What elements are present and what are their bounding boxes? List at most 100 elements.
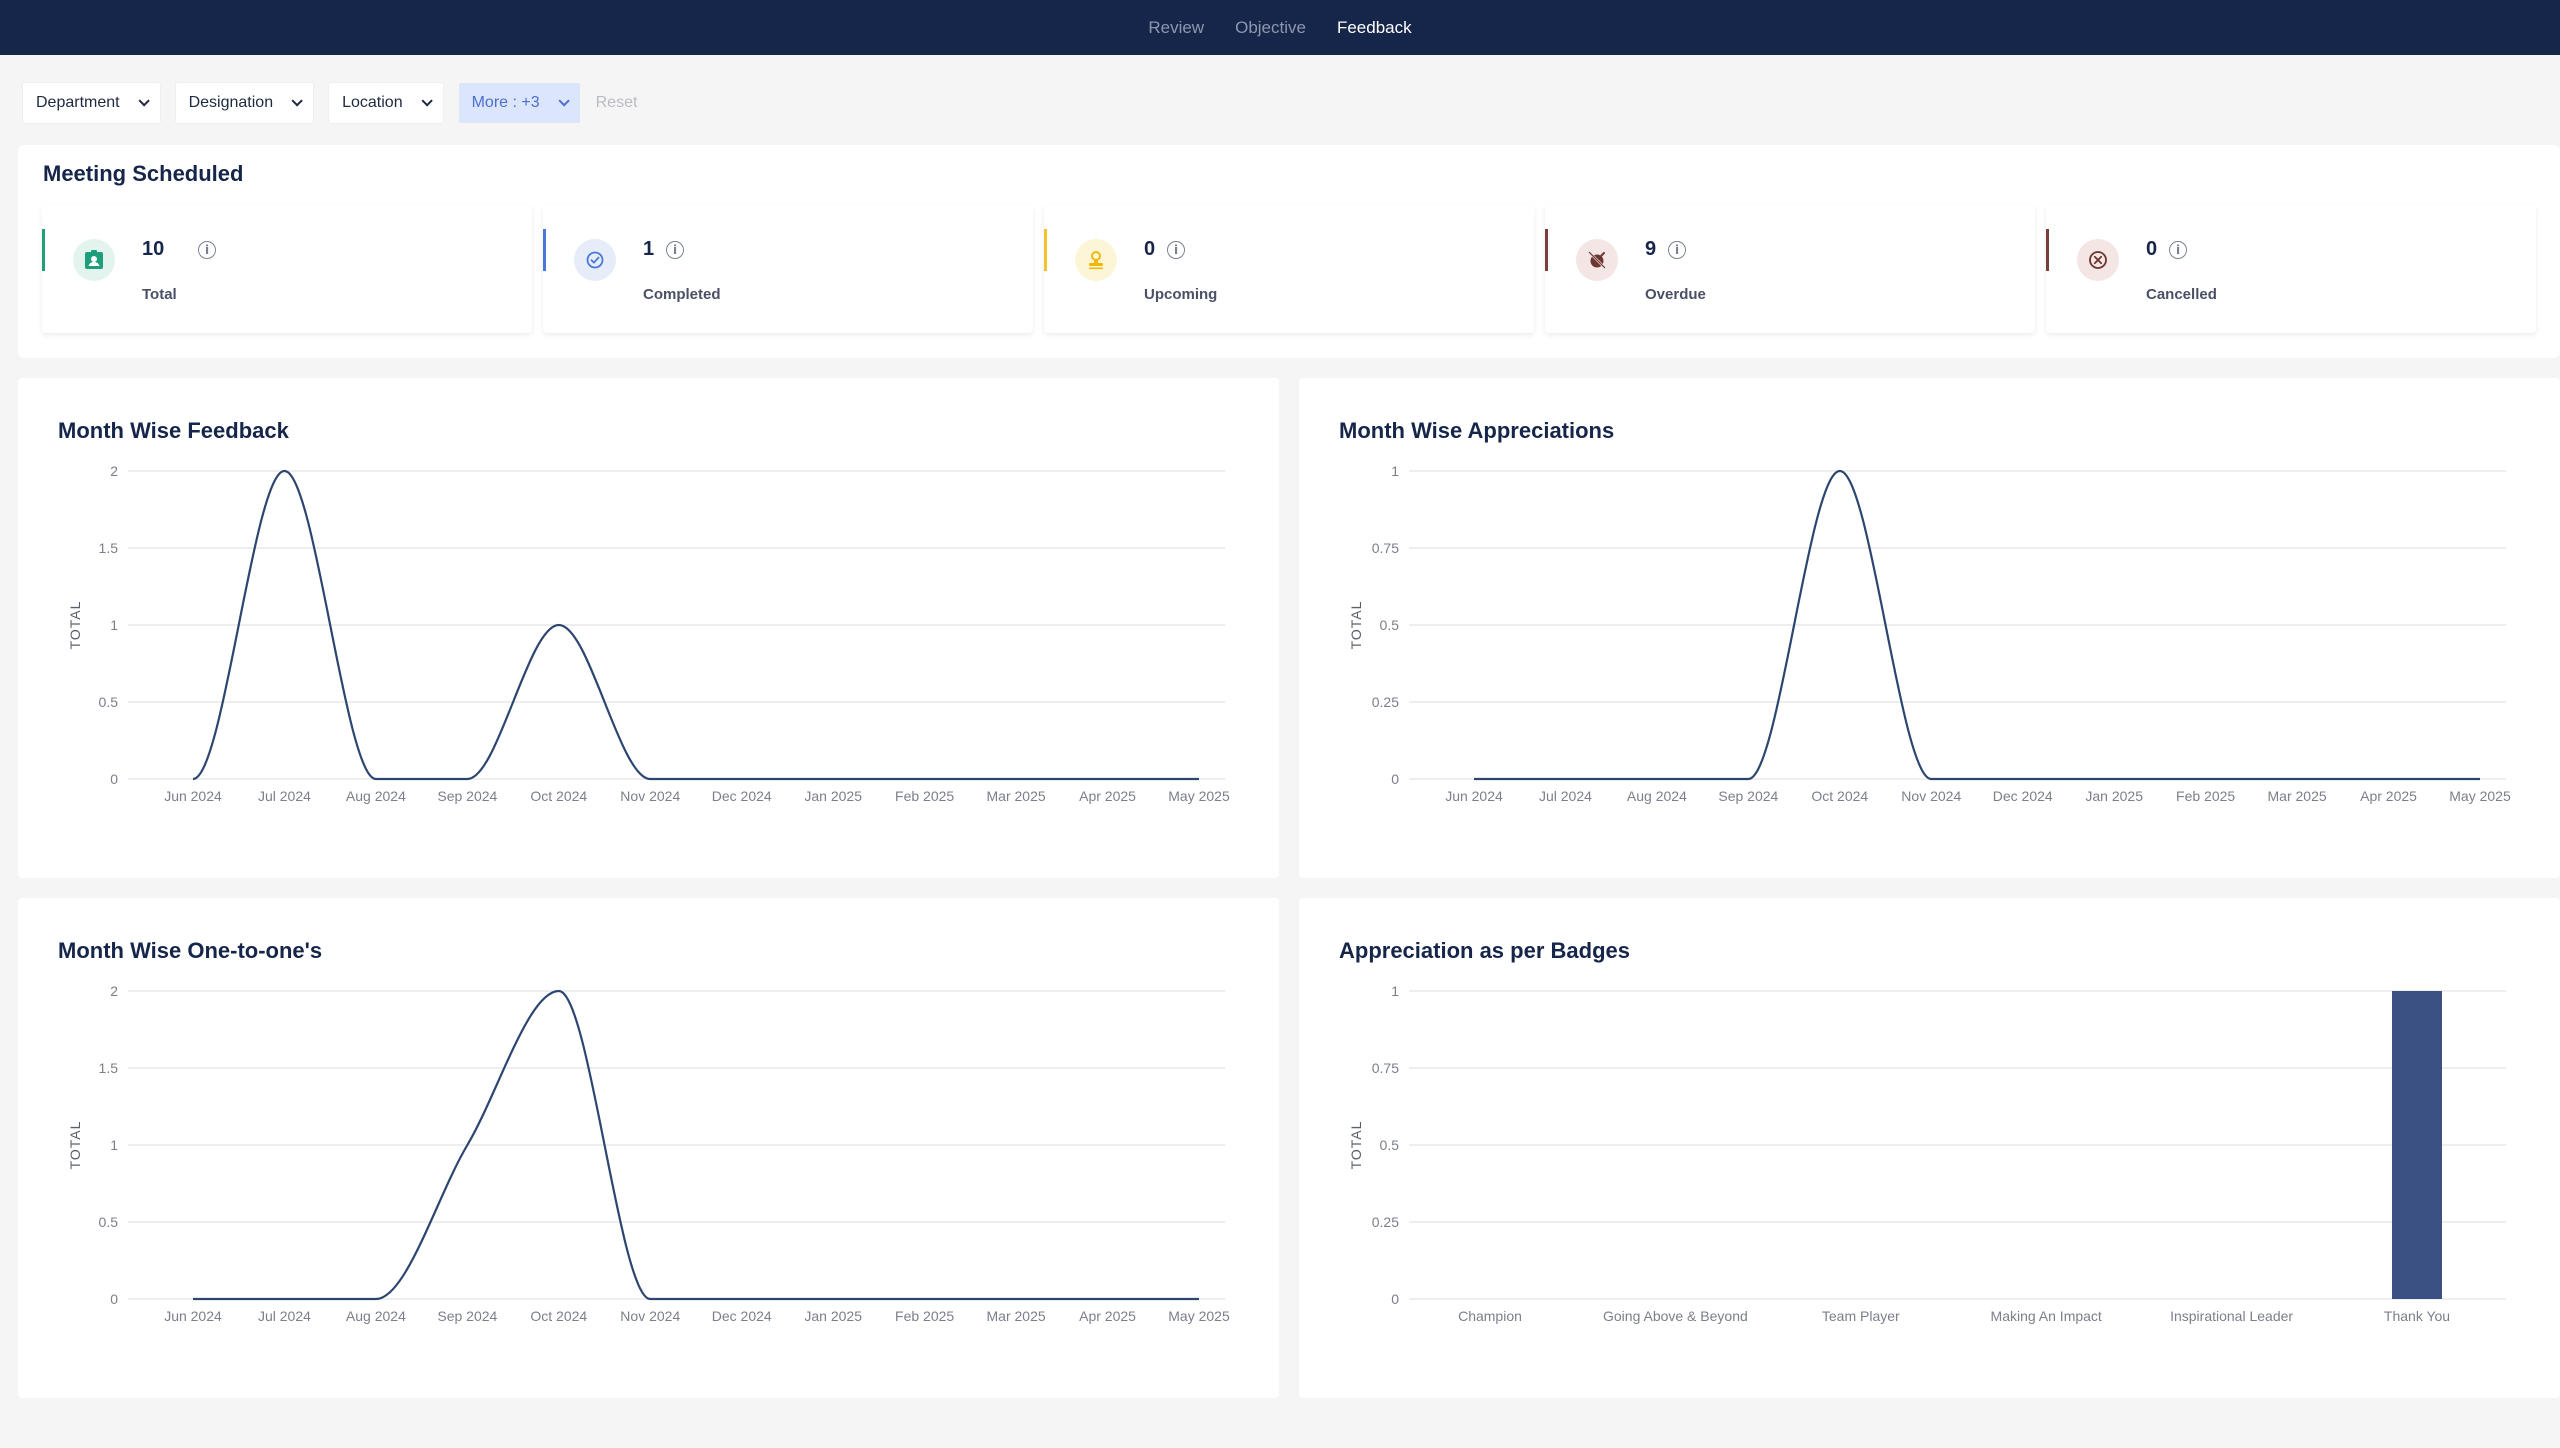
x-tick-label: Jan 2025 [804,1308,862,1324]
stat-value: 0 [1144,238,1156,260]
chevron-down-icon [421,95,433,107]
x-tick-label: Feb 2025 [895,788,954,804]
x-tick-label: Jul 2024 [258,788,311,804]
x-tick-label: Oct 2024 [530,1308,587,1324]
y-tick-label: 0.5 [99,1214,119,1230]
meeting-scheduled-card: Meeting Scheduled 10 i Total 1 i Complet… [18,145,2560,358]
x-tick-label: Sep 2024 [1718,788,1778,804]
x-tick-label: Going Above & Beyond [1603,1308,1748,1324]
y-axis-label: TOTAL [1348,1121,1364,1170]
info-icon[interactable]: i [198,241,216,259]
y-tick-label: 0.5 [1380,1137,1400,1153]
more-filters-dropdown[interactable]: More : +3 [458,83,580,123]
stat-completed: 1 i Completed [543,205,1033,333]
x-tick-label: Feb 2025 [895,1308,954,1324]
y-tick-label: 1.5 [99,540,119,556]
y-tick-label: 2 [110,983,118,999]
filter-bar: Department Designation Location More : +… [23,83,637,123]
x-tick-label: Nov 2024 [620,788,680,804]
feedback-line-chart: 0 0.5 1 1.5 2 TOTAL Jun 2024 Jul 2024 Aug 2024 Se… [67,463,1230,804]
location-label: Location [342,94,403,111]
x-tick-label: Champion [1458,1308,1522,1324]
department-label: Department [36,94,120,111]
location-dropdown[interactable]: Location [329,83,443,123]
x-tick-label: Jun 2024 [164,1308,222,1324]
y-tick-label: 0 [1391,771,1399,787]
stat-label: Total [142,286,177,303]
alarm-off-icon [1576,239,1618,281]
x-tick-label: Apr 2025 [1079,1308,1136,1324]
x-tick-label: Aug 2024 [346,788,406,804]
x-tick-label: Aug 2024 [1627,788,1687,804]
y-axis-label: TOTAL [1348,601,1364,650]
designation-label: Designation [188,94,274,111]
y-tick-label: 0.25 [1372,1214,1399,1230]
one-to-one-chart-title: Month Wise One-to-one's [58,938,323,963]
info-icon[interactable]: i [1167,241,1185,259]
x-tick-label: Team Player [1822,1308,1900,1324]
x-tick-label: Jun 2024 [164,788,222,804]
appreciations-chart-title: Month Wise Appreciations [1339,418,1615,443]
info-icon[interactable]: i [1668,241,1686,259]
x-tick-label: Jan 2025 [804,788,862,804]
series-line [1474,469,2480,781]
x-tick-label: Apr 2025 [2360,788,2417,804]
x-tick-label: May 2025 [1168,1308,1230,1324]
y-tick-label: 1 [110,617,118,633]
info-icon[interactable]: i [2169,241,2187,259]
y-tick-label: 1 [1391,983,1399,999]
x-tick-label: Dec 2024 [1993,788,2053,804]
x-tick-label: Oct 2024 [530,788,587,804]
bar[interactable] [2392,991,2442,1299]
stat-label: Cancelled [2146,286,2217,303]
stat-accent-bar [543,229,546,271]
badges-bar-chart: 0 0.25 0.5 0.75 1 TOTAL Champion Going Above & … [1348,983,2506,1324]
y-axis-label: TOTAL [67,601,83,650]
badges-chart-panel: Appreciation as per Badges 0 0.25 0.5 0.75 1… [1299,898,2560,1398]
stat-label: Overdue [1645,286,1706,303]
badges-chart-title: Appreciation as per Badges [1339,938,1630,963]
x-tick-label: Jul 2024 [1539,788,1592,804]
one-to-one-chart-panel: Month Wise One-to-one's 0 0.5 1 1.5 2 TOTAL Ju… [18,898,1279,1398]
tab-feedback[interactable]: Feedback [1336,17,1412,37]
one-to-one-line-chart: 0 0.5 1 1.5 2 TOTAL Jun 2024 Jul 2024 Aug 2024 Se… [67,983,1230,1324]
cancel-circle-icon [2077,239,2119,281]
user-badge-icon [73,239,115,281]
x-tick-label: Feb 2025 [2176,788,2235,804]
tab-objective[interactable]: Objective [1235,17,1306,37]
x-tick-label: Dec 2024 [712,788,772,804]
stat-overdue: 9 i Overdue [1545,205,2035,333]
x-tick-label: Nov 2024 [1901,788,1961,804]
stat-total: 10 i Total [42,205,532,333]
y-tick-label: 0 [110,1291,118,1307]
chevron-down-icon [291,95,303,107]
reset-button[interactable]: Reset [595,94,638,111]
stat-label: Completed [643,286,721,303]
y-tick-label: 0.5 [1380,617,1400,633]
y-tick-label: 0 [110,771,118,787]
stat-accent-bar [1545,229,1548,271]
department-dropdown[interactable]: Department [23,83,160,123]
x-tick-label: Jun 2024 [1445,788,1503,804]
x-tick-label: Jan 2025 [2085,788,2143,804]
stat-value: 1 [643,238,655,260]
y-axis-label: TOTAL [67,1121,83,1170]
y-tick-label: 2 [110,463,118,479]
stat-upcoming: 0 i Upcoming [1044,205,1534,333]
tab-review[interactable]: Review [1148,17,1205,37]
y-tick-label: 0.75 [1372,1060,1399,1076]
info-icon[interactable]: i [666,241,684,259]
x-tick-label: Inspirational Leader [2170,1308,2293,1324]
check-circle-icon [574,239,616,281]
feedback-chart-title: Month Wise Feedback [58,418,289,443]
stat-value: 9 [1645,238,1657,260]
x-tick-label: Mar 2025 [987,788,1046,804]
y-tick-label: 0.5 [99,694,119,710]
x-tick-label: Dec 2024 [712,1308,772,1324]
x-tick-label: Apr 2025 [1079,788,1136,804]
designation-dropdown[interactable]: Designation [175,83,314,123]
series-line [193,989,1199,1301]
x-tick-label: Sep 2024 [437,788,497,804]
x-tick-label: Thank You [2384,1308,2450,1324]
x-tick-label: Making An Impact [1991,1308,2102,1324]
